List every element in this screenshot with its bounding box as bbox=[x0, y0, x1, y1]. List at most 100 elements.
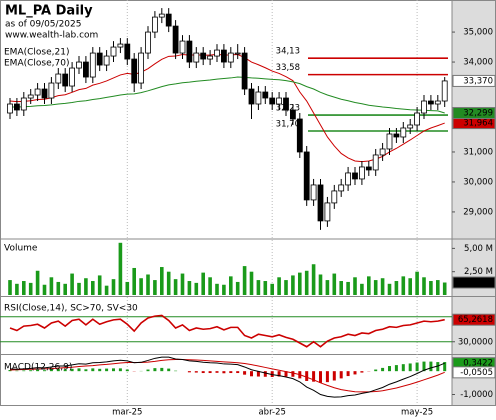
histogram-bar bbox=[305, 371, 309, 381]
volume-bar bbox=[132, 267, 136, 295]
candle-body bbox=[214, 49, 220, 57]
value-label: 0,3422 bbox=[463, 359, 493, 369]
volume-bar bbox=[84, 278, 88, 295]
histogram-bar bbox=[291, 371, 295, 377]
candle-body bbox=[117, 43, 124, 48]
volume-bar bbox=[373, 280, 378, 295]
volume-bar bbox=[408, 278, 412, 295]
volume-bar bbox=[173, 279, 178, 295]
histogram-bar bbox=[436, 362, 440, 372]
value-label: 33,370 bbox=[463, 76, 493, 86]
candle-body bbox=[186, 40, 193, 63]
volume-bar bbox=[311, 264, 316, 295]
histogram-bar bbox=[408, 363, 412, 372]
histogram-bar bbox=[277, 371, 281, 377]
histogram-bar bbox=[381, 367, 385, 372]
histogram-bar bbox=[187, 371, 191, 373]
volume-bar bbox=[139, 278, 143, 295]
histogram-bar bbox=[29, 370, 33, 372]
candle-body bbox=[138, 52, 145, 84]
candle-body bbox=[276, 97, 283, 105]
x-tick-label: may-25 bbox=[401, 408, 433, 418]
histogram-bar bbox=[77, 368, 81, 372]
chart-title: ML_PA Daily bbox=[5, 4, 93, 19]
candle-body bbox=[7, 103, 13, 114]
volume-bar bbox=[394, 281, 399, 295]
histogram-bar bbox=[284, 371, 288, 377]
volume-bar bbox=[166, 271, 171, 295]
volume-bar bbox=[422, 277, 426, 295]
value-label-box bbox=[452, 107, 496, 120]
y-tick-label: 34,000 bbox=[463, 58, 493, 68]
candle-body bbox=[324, 202, 331, 222]
histogram-bar bbox=[105, 368, 109, 372]
candle-body bbox=[372, 154, 379, 171]
candle-body bbox=[76, 61, 82, 69]
histogram-bar bbox=[394, 365, 398, 372]
volume-bar bbox=[222, 284, 226, 295]
candle-body bbox=[289, 109, 296, 120]
volume-bar bbox=[256, 280, 261, 295]
volume-bar bbox=[353, 277, 357, 295]
candle-body bbox=[69, 67, 75, 87]
candle-body bbox=[41, 88, 48, 99]
candle-body bbox=[317, 184, 324, 222]
histogram-bar bbox=[194, 371, 198, 373]
volume-bar bbox=[160, 267, 164, 295]
value-label-box bbox=[452, 366, 496, 379]
candle-body bbox=[407, 124, 414, 129]
level-label: 33,58 bbox=[276, 63, 300, 73]
candle-body bbox=[27, 94, 34, 99]
candle-body bbox=[393, 133, 400, 138]
histogram-bar bbox=[208, 371, 212, 374]
volume-bar bbox=[22, 281, 26, 295]
candle-body bbox=[269, 97, 276, 105]
candle-body bbox=[124, 43, 131, 60]
value-label: 1,34 M bbox=[464, 278, 493, 288]
volume-bar bbox=[49, 277, 54, 295]
candle-body bbox=[262, 91, 269, 99]
volume-bar bbox=[436, 280, 440, 295]
volume-bar bbox=[263, 281, 268, 295]
source: www.wealth-lab.com bbox=[5, 31, 98, 41]
legend-entry: EMA(Close,21) bbox=[4, 48, 69, 58]
volume-bar bbox=[235, 281, 240, 295]
volume-bar bbox=[415, 271, 419, 295]
histogram-bar bbox=[270, 371, 274, 377]
volume-bar bbox=[153, 280, 157, 295]
candle-body bbox=[241, 52, 248, 90]
candle-body bbox=[434, 100, 441, 105]
histogram-bar bbox=[91, 368, 95, 372]
volume-bar bbox=[298, 272, 302, 295]
histogram-bar bbox=[236, 371, 240, 374]
histogram-bar bbox=[201, 371, 205, 374]
candle-body bbox=[165, 13, 172, 27]
signal-line bbox=[9, 359, 445, 393]
histogram-bar bbox=[153, 368, 157, 372]
candle-body bbox=[358, 166, 365, 180]
histogram-bar bbox=[43, 370, 46, 372]
y-tick-label: 30,0000 bbox=[458, 337, 493, 347]
panel-title: RSI(Close,14), SC>70, SV<30 bbox=[4, 304, 138, 314]
y-tick-label: 30,000 bbox=[463, 177, 493, 187]
volume-bar bbox=[28, 282, 33, 295]
rsi-line bbox=[9, 314, 445, 348]
histogram-bar bbox=[346, 371, 350, 377]
histogram-bar bbox=[84, 369, 88, 372]
value-label-box bbox=[452, 313, 496, 326]
histogram-bar bbox=[325, 371, 329, 383]
candle-body bbox=[131, 58, 138, 84]
volume-bar bbox=[63, 283, 67, 295]
candle-body bbox=[172, 25, 179, 54]
candle-body bbox=[345, 172, 352, 186]
panel-title: Volume bbox=[4, 244, 38, 254]
histogram-bar bbox=[429, 361, 433, 372]
candle-body bbox=[207, 55, 214, 60]
histogram-bar bbox=[312, 371, 316, 382]
candle-body bbox=[55, 73, 62, 84]
volume-bar bbox=[304, 270, 309, 295]
candle-body bbox=[234, 52, 241, 55]
